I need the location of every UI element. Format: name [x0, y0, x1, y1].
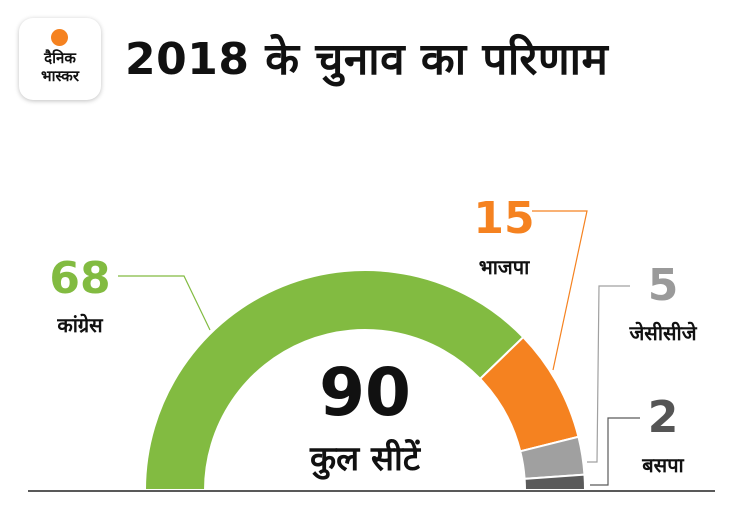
slice-1: [143, 269, 525, 491]
party-name-label-2: भाजपा: [479, 255, 530, 279]
seat-count-label-2: 15: [473, 193, 534, 244]
sun-icon: [51, 29, 68, 46]
leader-line-2: [532, 210, 588, 371]
party-name-label-3: जेसीसीजे: [628, 321, 697, 345]
page-title: 2018 के चुनाव का परिणाम: [125, 34, 609, 85]
seat-count-label-3: 5: [648, 260, 679, 311]
logo-text-line2: भास्कर: [41, 67, 79, 85]
total-seats-label: कुल सीटें: [309, 438, 422, 480]
dainik-bhaskar-logo: दैनिक भास्कर: [19, 18, 101, 100]
leader-line-4: [590, 417, 640, 486]
logo-text-line1: दैनिक: [44, 49, 76, 67]
party-name-label-4: बसपा: [641, 453, 684, 477]
leader-line-3: [587, 285, 630, 463]
seat-count-label-4: 2: [648, 392, 679, 443]
seat-count-label-1: 68: [49, 253, 110, 304]
total-seats-value: 90: [319, 354, 411, 431]
leader-line-1: [118, 275, 211, 331]
slice-4: [523, 473, 587, 491]
party-name-label-1: कांग्रेस: [56, 313, 104, 337]
